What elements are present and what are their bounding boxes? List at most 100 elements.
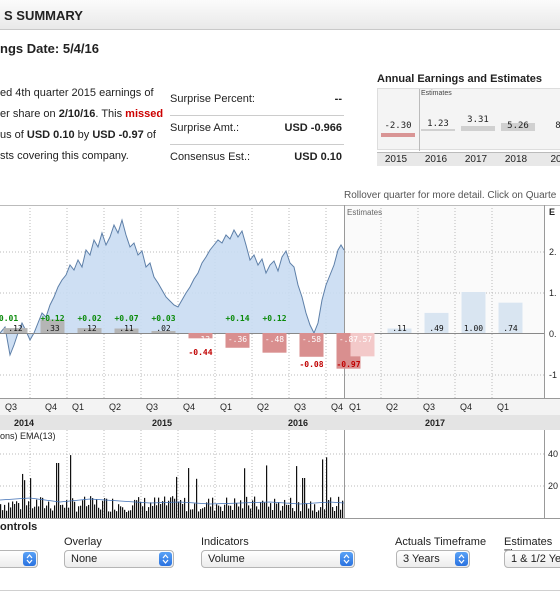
volume-bar xyxy=(248,505,250,518)
eps-bar-label: -.87 xyxy=(339,335,358,344)
volume-bar xyxy=(316,511,318,518)
quarter-label: Q2 xyxy=(109,402,121,412)
consensus-est-row: Consensus Est.: USD 0.10 xyxy=(170,145,344,174)
annual-bar-2018 xyxy=(501,123,535,131)
quarter-label: Q1 xyxy=(220,402,232,412)
volume-bar xyxy=(28,501,30,518)
summary-line-1: ed 4th quarter 2015 earnings of xyxy=(0,87,154,99)
actuals-timeframe-value: 3 Years xyxy=(403,553,440,565)
eps-bar-label: .02 xyxy=(156,324,171,333)
volume-bar xyxy=(122,507,124,518)
volume-bar xyxy=(274,498,276,518)
volume-bar xyxy=(86,506,88,518)
eps-bar[interactable] xyxy=(151,331,176,333)
volume-bar xyxy=(228,505,230,518)
annual-value-2015: -2.30 xyxy=(384,121,412,131)
quarter-label: Q1 xyxy=(497,402,509,412)
volume-bar xyxy=(328,499,330,518)
eps-bar[interactable] xyxy=(262,333,287,353)
eps-bar[interactable] xyxy=(461,292,486,333)
rollover-instruction: Rollover quarter for more detail. Click … xyxy=(344,190,557,201)
volume-bar xyxy=(112,498,114,518)
volume-bar xyxy=(220,506,222,518)
volume-bar xyxy=(202,508,204,518)
volume-bar xyxy=(118,504,120,518)
overlay-select[interactable]: None xyxy=(64,550,174,568)
actuals-timeframe-label: Actuals Timeframe xyxy=(395,536,487,548)
volume-bar xyxy=(270,503,272,518)
annual-value-2016: 1.23 xyxy=(427,119,449,129)
volume-bar xyxy=(180,499,182,518)
quarter-axis-band xyxy=(0,398,560,415)
price-eps-chart[interactable]: .12 .33 .12 .11 .02 -.13 -.36 -.48 -.58 -.87-.57.… xyxy=(0,205,560,430)
volume-bar xyxy=(110,511,112,518)
volume-bar xyxy=(294,511,296,518)
eps-bar[interactable] xyxy=(387,328,412,333)
eps-bar[interactable] xyxy=(350,333,375,357)
annual-earnings-box[interactable]: Estimates -2.30 1.23 3.31 5.26 8 xyxy=(377,88,560,151)
volume-bar xyxy=(130,510,132,518)
select-stepper-icon xyxy=(159,552,172,566)
volume-bar xyxy=(90,496,92,518)
volume-bar xyxy=(58,463,60,518)
volume-bar xyxy=(292,508,294,518)
volume-bar xyxy=(298,502,300,518)
volume-bar xyxy=(144,497,146,518)
annual-year-label: 2018 xyxy=(504,154,528,165)
eps-surprise-label: -0.44 xyxy=(188,348,212,357)
chart-type-select[interactable] xyxy=(0,550,38,568)
annual-years-axis: 2015 2016 2017 2018 20 xyxy=(377,152,560,166)
earnings-summary-text: ed 4th quarter 2015 earnings of er share… xyxy=(0,83,170,167)
indicators-select[interactable]: Volume xyxy=(201,550,355,568)
actuals-timeframe-select[interactable]: 3 Years xyxy=(396,550,470,568)
volume-bar xyxy=(326,457,328,518)
annual-year-label: 2015 xyxy=(384,154,408,165)
volume-bar xyxy=(182,503,184,518)
annual-year-label: 2017 xyxy=(464,154,488,165)
eps-bar[interactable] xyxy=(299,333,324,357)
eps-bar[interactable] xyxy=(188,333,213,339)
price-line xyxy=(0,218,345,357)
volume-bar xyxy=(46,505,48,518)
volume-bar xyxy=(322,459,324,518)
volume-chart[interactable]: ons) EMA(13) 40 20 xyxy=(0,430,560,520)
volume-bar xyxy=(342,500,344,518)
eps-bar[interactable] xyxy=(114,328,139,333)
volume-bar xyxy=(172,496,174,518)
estimates-timeframe-select[interactable]: 1 & 1/2 Ye xyxy=(504,550,560,568)
volume-bar xyxy=(238,506,240,518)
volume-bar xyxy=(60,504,62,518)
surprise-percent-label: Surprise Percent: xyxy=(170,93,255,105)
eps-bar[interactable] xyxy=(498,302,523,333)
volume-bar xyxy=(26,505,28,518)
eps-bar[interactable] xyxy=(40,319,65,333)
eps-bar[interactable] xyxy=(424,312,449,333)
volume-axis-tick: 20 xyxy=(548,481,558,491)
eps-bar[interactable] xyxy=(77,328,102,333)
select-stepper-icon xyxy=(23,552,36,566)
volume-bar xyxy=(76,511,78,518)
bottom-divider xyxy=(0,590,560,591)
controls-title: ontrols xyxy=(0,521,38,533)
eps-bar-label: .74 xyxy=(503,324,518,333)
volume-bar xyxy=(108,511,110,518)
eps-surprise-label: +0.12 xyxy=(262,314,286,323)
volume-bar xyxy=(94,504,96,518)
annual-bar-2015 xyxy=(381,133,415,137)
volume-bar xyxy=(300,511,302,518)
volume-bar xyxy=(132,505,134,518)
right-axis-tick: 2. xyxy=(549,247,557,257)
volume-bar xyxy=(150,502,152,518)
volume-bar xyxy=(302,478,304,518)
quarter-label: Q3 xyxy=(146,402,158,412)
volume-bar xyxy=(236,503,238,518)
volume-bar xyxy=(278,502,280,518)
volume-bar xyxy=(284,499,286,518)
eps-bar[interactable] xyxy=(3,328,28,333)
volume-bar xyxy=(162,501,164,518)
eps-bar[interactable] xyxy=(225,333,250,348)
select-stepper-icon xyxy=(340,552,353,566)
eps-surprise-label: +0.12 xyxy=(40,314,64,323)
volume-bar xyxy=(160,504,162,518)
volume-bar xyxy=(318,510,320,518)
